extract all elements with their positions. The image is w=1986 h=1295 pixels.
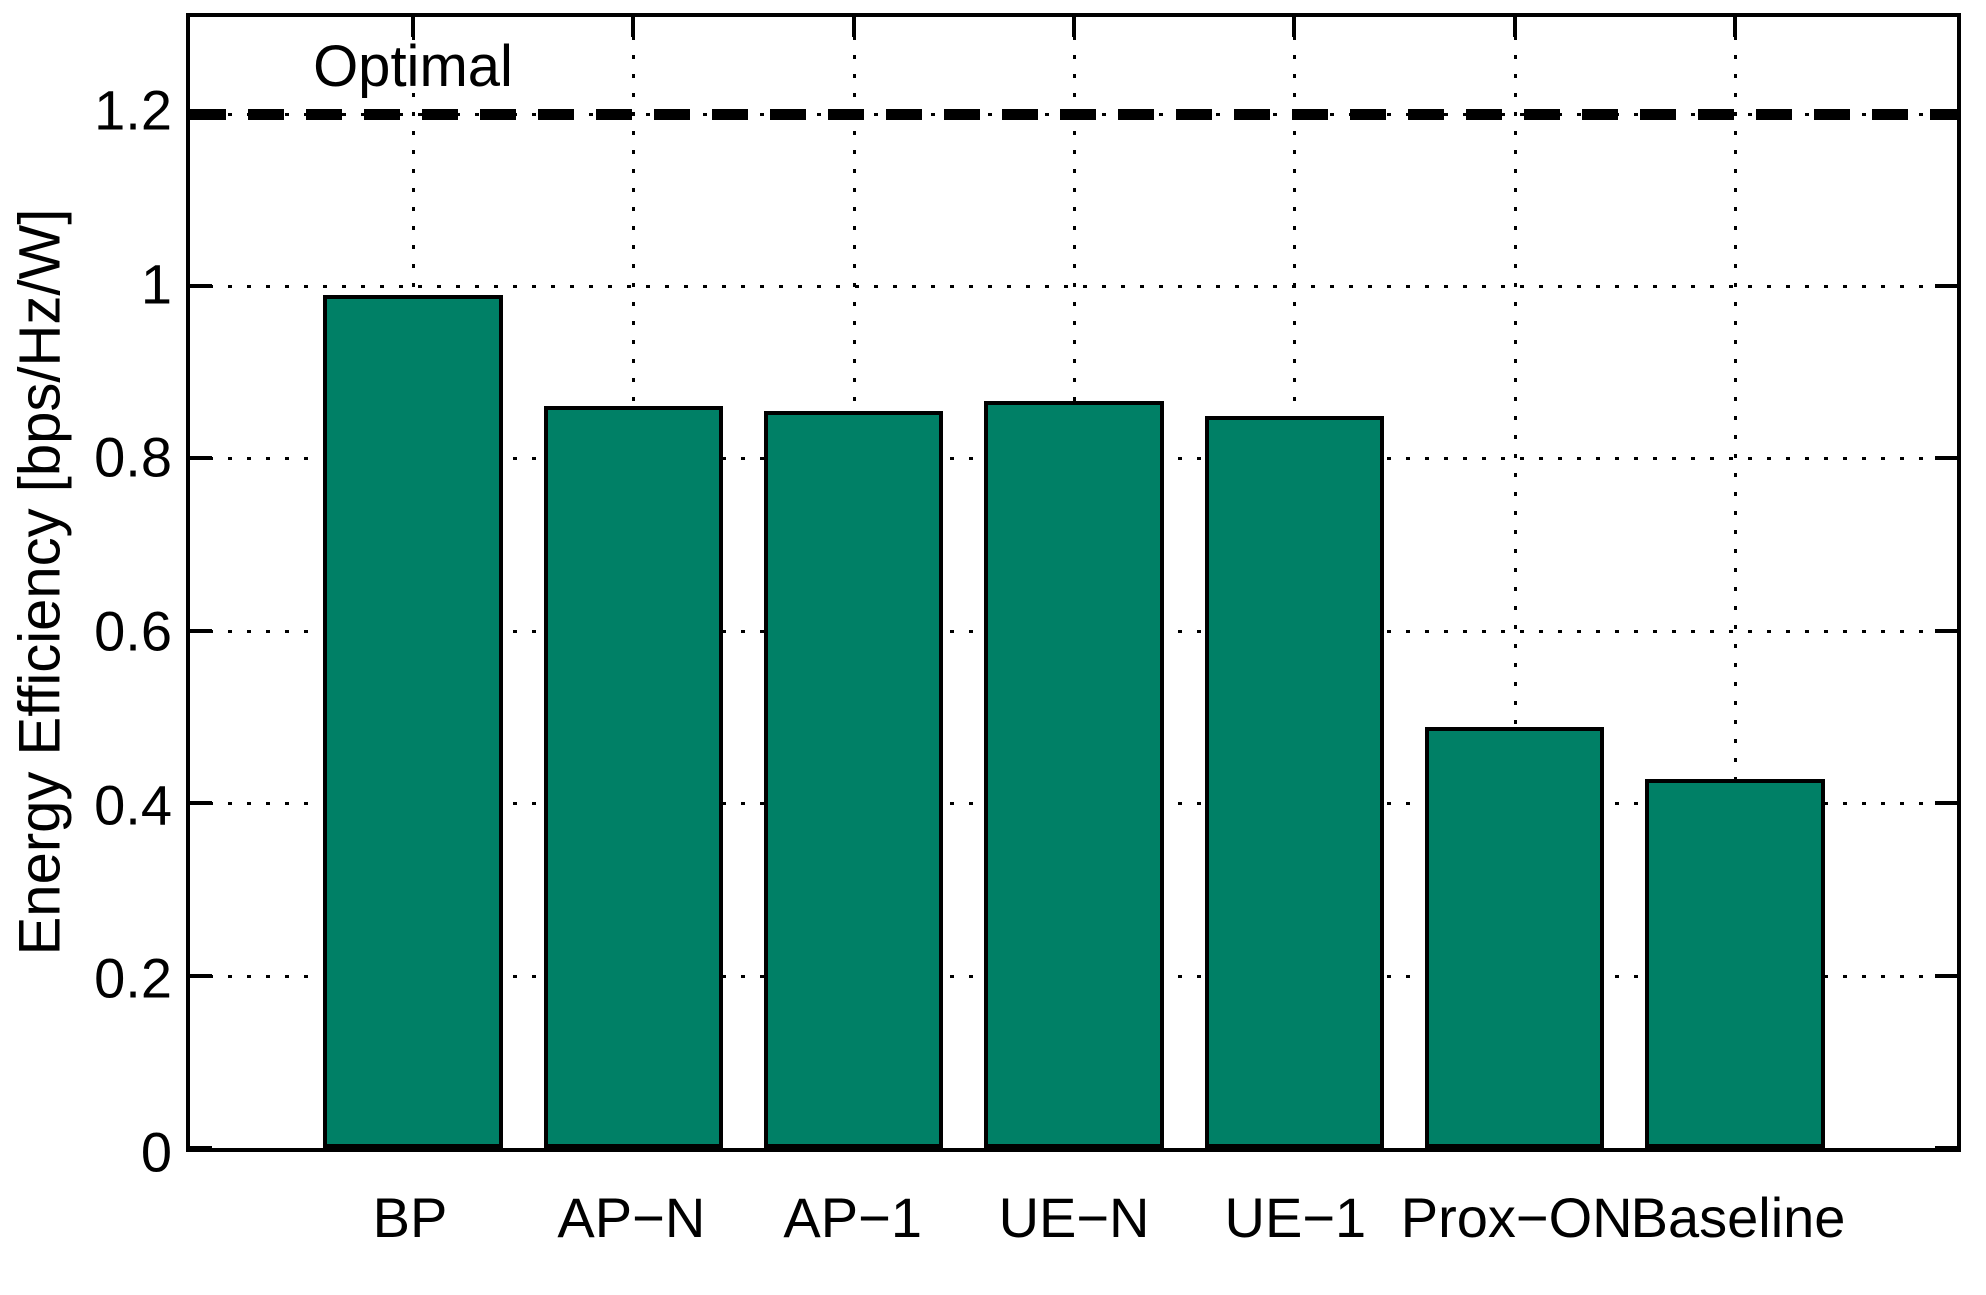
y-tick-mark-left bbox=[190, 456, 212, 461]
y-tick-mark-right bbox=[1935, 456, 1957, 461]
plot-area: Optimal bbox=[186, 13, 1961, 1152]
x-tick-mark-top bbox=[1512, 17, 1517, 37]
y-tick-mark-left bbox=[190, 973, 212, 978]
y-axis-label: Energy Efficiency [bps/Hz/W] bbox=[7, 208, 73, 956]
y-tick-label: 1.2 bbox=[94, 78, 172, 142]
x-tick-label: Prox−ON bbox=[1400, 1186, 1633, 1249]
bar-Baseline bbox=[1645, 779, 1825, 1148]
x-tick-mark-top bbox=[851, 17, 856, 37]
x-tick-mark-top bbox=[1292, 17, 1297, 37]
y-tick-label: 0 bbox=[140, 1120, 172, 1184]
x-tick-label: UE−1 bbox=[1224, 1186, 1367, 1249]
y-tick-mark-left bbox=[190, 1146, 212, 1150]
x-tick-mark-top bbox=[631, 17, 636, 37]
y-tick-mark-left bbox=[190, 628, 212, 633]
y-tick-mark-left bbox=[190, 283, 212, 288]
y-tick-mark-left bbox=[190, 111, 212, 116]
y-tick-mark-right bbox=[1935, 283, 1957, 288]
x-tick-mark-top bbox=[1072, 17, 1077, 37]
y-tick-mark-right bbox=[1935, 111, 1957, 116]
x-tick-label: BP bbox=[372, 1186, 448, 1249]
v-gridline bbox=[1513, 17, 1517, 1148]
bar-Prox−ON bbox=[1425, 727, 1605, 1148]
x-tick-mark-top bbox=[410, 17, 415, 37]
optimal-dashed-line bbox=[190, 108, 1957, 120]
x-tick-label: AP−1 bbox=[783, 1186, 922, 1249]
bar-AP−N bbox=[543, 405, 723, 1148]
bar-UE−N bbox=[984, 401, 1164, 1148]
bar-UE−1 bbox=[1204, 416, 1384, 1148]
y-tick-mark-right bbox=[1935, 1146, 1957, 1150]
bar-BP bbox=[323, 294, 503, 1148]
y-tick-mark-right bbox=[1935, 801, 1957, 806]
y-tick-label: 0.2 bbox=[94, 946, 172, 1010]
x-tick-label: UE−N bbox=[998, 1186, 1150, 1249]
x-tick-label: AP−N bbox=[557, 1186, 706, 1249]
y-tick-label: 0.8 bbox=[94, 425, 172, 489]
y-tick-mark-right bbox=[1935, 628, 1957, 633]
bar-AP−1 bbox=[764, 410, 944, 1148]
x-tick-label: Baseline bbox=[1630, 1186, 1846, 1249]
y-tick-mark-right bbox=[1935, 973, 1957, 978]
v-gridline bbox=[1734, 17, 1738, 1148]
y-tick-mark-left bbox=[190, 801, 212, 806]
y-tick-label: 0.6 bbox=[94, 599, 172, 663]
y-tick-label: 0.4 bbox=[94, 773, 172, 837]
x-tick-mark-top bbox=[1733, 17, 1738, 37]
y-tick-label: 1 bbox=[140, 252, 172, 316]
optimal-label: Optimal bbox=[313, 33, 513, 99]
